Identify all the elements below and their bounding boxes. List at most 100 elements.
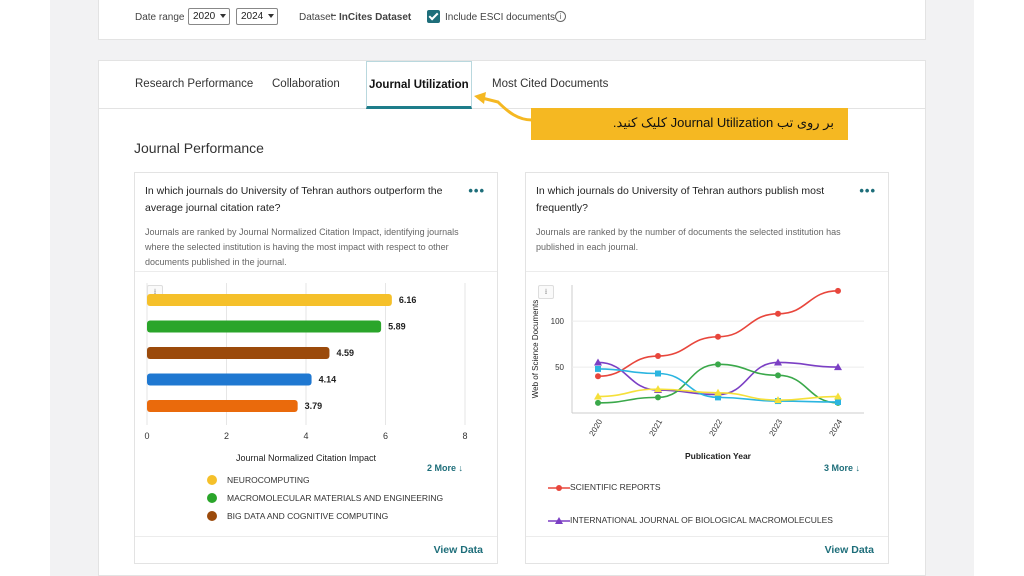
x-tick-label: 2020: [587, 417, 604, 437]
bar-chart: 0 2 4 6 8 6.16 5.89 4.59 4.14 3.79 Journal Normali…: [144, 283, 468, 463]
to-year-select[interactable]: 2024: [236, 8, 278, 25]
legend-dot: [207, 511, 217, 521]
legend-label[interactable]: MACROMOLECULAR MATERIALS AND ENGINEERING: [227, 493, 444, 503]
bar-value-label: 5.89: [388, 322, 406, 332]
series-point: [715, 333, 721, 340]
panel-description: Journals are ranked by Journal Normalize…: [145, 227, 459, 267]
series-point: [654, 385, 662, 393]
x-tick-label: 2022: [707, 417, 724, 437]
x-axis-title: Journal Normalized Citation Impact: [236, 453, 377, 463]
series-point: [774, 358, 782, 366]
series-point: [655, 370, 661, 377]
bar: [147, 320, 382, 333]
chevron-down-icon: [268, 14, 274, 18]
range-dash: [331, 15, 336, 16]
legend-label[interactable]: SCIENTIFIC REPORTS: [570, 482, 661, 492]
tab-bar: Research Performance Collaboration Journ…: [99, 61, 925, 109]
series-point: [715, 394, 721, 401]
legend-marker: [548, 517, 570, 524]
filter-bar: Date range 2020 2024 Dataset: InCites Da…: [98, 0, 926, 40]
legend-label[interactable]: NEUROCOMPUTING: [227, 475, 310, 485]
tab-research-performance[interactable]: Research Performance: [135, 78, 254, 90]
view-data-link[interactable]: View Data: [824, 544, 874, 556]
more-journals-link[interactable]: 2 More ↓: [427, 463, 464, 473]
series-point: [715, 361, 721, 368]
tab-journal-utilization[interactable]: Journal Utilization: [366, 61, 472, 109]
x-tick-label: 4: [303, 431, 308, 441]
divider: [526, 271, 888, 272]
right-chart-panel: In which journals do University of Tehra…: [525, 172, 889, 564]
series-point: [595, 399, 601, 406]
from-year-select[interactable]: 2020: [188, 8, 230, 25]
series-point: [714, 388, 722, 396]
panel-description: Journals are ranked by the number of doc…: [536, 227, 841, 252]
line-chart: 50 100 2020 2021 2022 2023 2024 Web of Science …: [531, 285, 864, 461]
y-tick-label: 100: [551, 317, 565, 326]
bar: [147, 373, 312, 386]
series-point: [655, 353, 661, 360]
tab-collaboration[interactable]: Collaboration: [272, 78, 340, 90]
series-point: [655, 394, 661, 401]
series-point: [834, 392, 842, 400]
series-point: [775, 310, 781, 317]
series-point: [594, 392, 602, 400]
series-point: [835, 398, 841, 405]
section-title: Journal Performance: [134, 140, 264, 156]
left-chart-panel: In which journals do University of Tehra…: [134, 172, 498, 564]
series-point: [775, 372, 781, 379]
series-point: [594, 358, 602, 366]
legend-dot: [207, 493, 217, 503]
y-axis-title: Web of Science Documents: [531, 300, 540, 399]
series-point: [835, 287, 841, 294]
more-journals-link[interactable]: 3 More ↓: [824, 463, 861, 473]
legend-label[interactable]: INTERNATIONAL JOURNAL OF BIOLOGICAL MACR…: [570, 515, 833, 525]
series-line: [597, 368, 839, 403]
bar-value-label: 6.16: [399, 295, 417, 305]
bar-value-label: 4.59: [336, 348, 354, 358]
panel-question: In which journals do University of Tehra…: [536, 185, 825, 214]
callout-arrow: [474, 92, 533, 122]
bar-value-label: 4.14: [319, 375, 337, 385]
bar-value-label: 3.79: [305, 401, 323, 411]
to-year-value: 2024: [241, 11, 264, 22]
divider: [526, 536, 888, 537]
x-tick-label: 2024: [827, 417, 844, 437]
chevron-down-icon: [220, 14, 226, 18]
tab-most-cited-documents[interactable]: Most Cited Documents: [492, 78, 609, 90]
instruction-callout: بر روی تب Journal Utilization کلیک کنید.: [531, 108, 848, 140]
from-year-value: 2020: [193, 11, 216, 22]
x-tick-label: 8: [462, 431, 467, 441]
series-point: [595, 365, 601, 372]
download-icon[interactable]: ⭳: [538, 285, 554, 299]
divider: [135, 271, 497, 272]
dataset-value: InCites Dataset: [339, 12, 412, 23]
legend-label[interactable]: BIG DATA AND COGNITIVE COMPUTING: [227, 511, 389, 521]
more-options-icon[interactable]: •••: [468, 183, 485, 198]
x-tick-label: 2021: [647, 417, 664, 437]
esci-checkbox[interactable]: [427, 10, 440, 23]
bar: [147, 294, 392, 306]
legend-marker: [548, 485, 570, 491]
esci-label: Include ESCI documents: [445, 12, 556, 23]
panel-question: In which journals do University of Tehra…: [145, 185, 443, 214]
x-axis-title: Publication Year: [685, 451, 752, 461]
legend-dot: [207, 475, 217, 485]
x-tick-label: 2: [224, 431, 229, 441]
x-tick-label: 0: [144, 431, 149, 441]
y-tick-label: 50: [555, 363, 564, 372]
view-data-link[interactable]: View Data: [433, 544, 483, 556]
series-point: [774, 396, 782, 404]
date-range-label: Date range: [135, 12, 185, 23]
more-options-icon[interactable]: •••: [859, 183, 876, 198]
legend-point: [556, 485, 562, 491]
series-point: [595, 373, 601, 380]
divider: [135, 536, 497, 537]
x-tick-label: 6: [383, 431, 388, 441]
bar: [147, 347, 330, 359]
series-point: [834, 363, 842, 371]
legend-point: [555, 517, 563, 524]
dataset-label: Dataset:: [299, 12, 337, 23]
info-icon[interactable]: i: [555, 11, 566, 22]
x-tick-label: 2023: [767, 417, 784, 437]
bar: [147, 400, 298, 412]
